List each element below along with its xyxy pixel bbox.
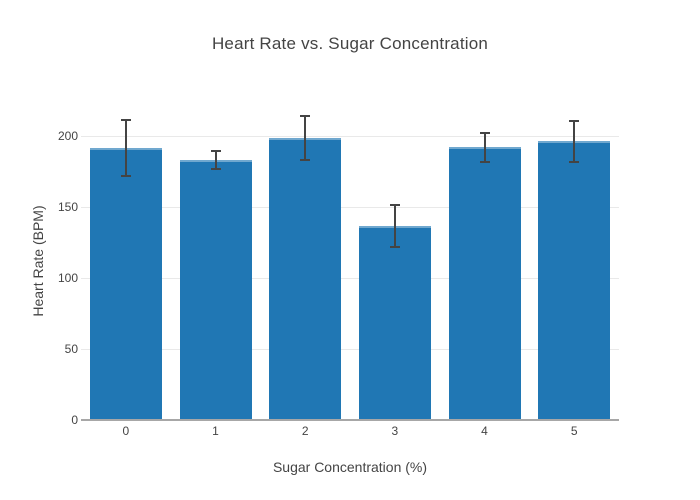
error-bar-stem [214, 149, 217, 171]
error-bar-stem [393, 204, 396, 249]
bar-3[interactable] [358, 226, 431, 420]
x-tick-label: 0 [122, 424, 130, 438]
error-bar-cap-top [479, 131, 490, 134]
error-bar-cap-bottom [479, 160, 490, 163]
gridline [81, 277, 619, 279]
error-bar-cap-top [120, 119, 131, 121]
x-tick-label: 1 [212, 424, 219, 438]
plot-area[interactable] [81, 100, 619, 421]
error-bar-cap-bottom [569, 160, 580, 163]
error-bar-cap-top [300, 115, 311, 118]
y-tick-label: 150 [57, 200, 78, 215]
x-axis-line [81, 419, 619, 421]
bar-0[interactable] [89, 148, 162, 420]
bar-4[interactable] [448, 147, 521, 420]
error-bar-cap-bottom [120, 175, 131, 178]
error-bar-stem [124, 119, 127, 178]
bar-2[interactable] [269, 138, 342, 420]
x-tick-label: 3 [391, 424, 399, 438]
error-bar-cap-bottom [300, 159, 311, 162]
error-bar-stem [573, 120, 576, 163]
error-bar-cap-bottom [210, 168, 221, 171]
error-bar-stem [304, 115, 307, 162]
gridline [81, 348, 619, 350]
error-bar-cap-bottom [389, 246, 400, 249]
chart-title: Heart Rate vs. Sugar Concentration [211, 34, 489, 53]
error-bar-cap-top [389, 204, 400, 207]
y-tick-label: 0 [71, 413, 78, 427]
bar-1[interactable] [179, 159, 252, 420]
y-tick-label: 200 [57, 129, 78, 144]
y-tick-label: 100 [57, 271, 78, 286]
error-bar-cap-top [210, 149, 221, 152]
gridline [81, 206, 619, 208]
x-axis-title: Sugar Concentration (%) [272, 459, 428, 475]
error-bar-cap-top [569, 120, 580, 122]
y-tick-label: 50 [64, 342, 78, 357]
gridline [81, 135, 619, 137]
x-tick-label: 4 [481, 424, 488, 438]
bar-5[interactable] [538, 141, 611, 420]
error-bar-stem [483, 131, 486, 163]
x-tick-label: 5 [570, 424, 578, 438]
x-tick-label: 2 [301, 424, 309, 438]
